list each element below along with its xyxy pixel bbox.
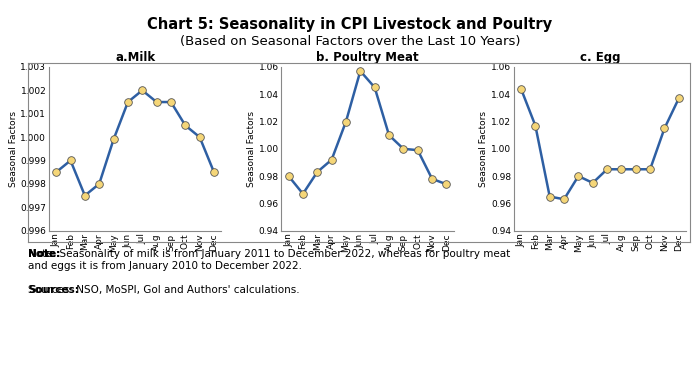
- Text: (Based on Seasonal Factors over the Last 10 Years): (Based on Seasonal Factors over the Last…: [180, 35, 520, 48]
- Text: Sources:: Sources:: [28, 285, 79, 295]
- Text: Note:: Note:: [28, 249, 60, 259]
- Y-axis label: Seasonal Factors: Seasonal Factors: [246, 111, 256, 187]
- Text: Note: Seasonality of milk is from January 2011 to December 2022, whereas for pou: Note: Seasonality of milk is from Januar…: [28, 249, 510, 271]
- Text: Chart 5: Seasonality in CPI Livestock and Poultry: Chart 5: Seasonality in CPI Livestock an…: [148, 17, 552, 32]
- Title: b. Poultry Meat: b. Poultry Meat: [316, 51, 419, 64]
- Text: Sources: NSO, MoSPI, GoI and Authors' calculations.: Sources: NSO, MoSPI, GoI and Authors' ca…: [28, 285, 300, 295]
- Title: c. Egg: c. Egg: [580, 51, 620, 64]
- Title: a.Milk: a.Milk: [115, 51, 155, 64]
- Y-axis label: Seasonal Factors: Seasonal Factors: [480, 111, 488, 187]
- Y-axis label: Seasonal Factors: Seasonal Factors: [8, 111, 18, 187]
- Text: Note:: Note:: [28, 249, 60, 259]
